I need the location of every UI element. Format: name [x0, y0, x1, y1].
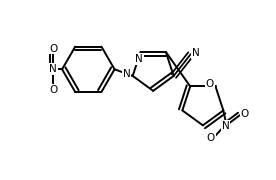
- Text: N: N: [192, 48, 200, 58]
- Text: O: O: [206, 79, 214, 89]
- Text: N: N: [222, 121, 229, 131]
- Text: N: N: [123, 69, 131, 79]
- Text: O: O: [49, 44, 57, 54]
- Text: N: N: [135, 54, 143, 64]
- Text: N: N: [49, 64, 57, 74]
- Text: O: O: [241, 109, 249, 119]
- Text: O: O: [207, 133, 215, 143]
- Text: O: O: [49, 85, 57, 95]
